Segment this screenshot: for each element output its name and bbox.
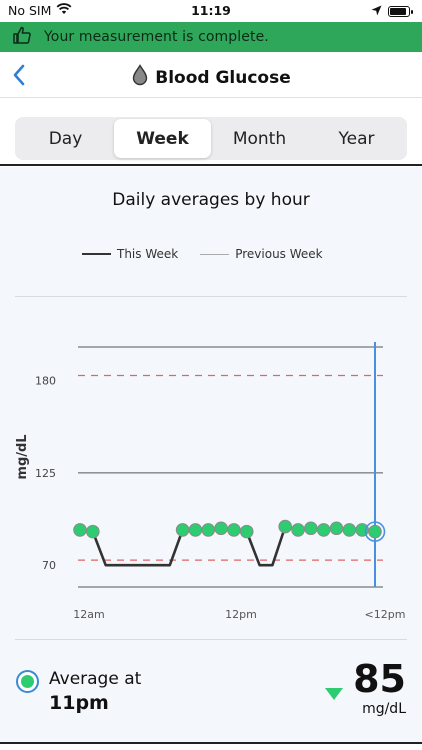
data-point: [227, 523, 241, 537]
legend-line-previous-week: [200, 253, 230, 255]
data-point: [291, 523, 305, 537]
chart-bottom-divider: [15, 639, 407, 640]
data-point: [368, 524, 382, 539]
chart-legend: This Week Previous Week: [82, 247, 323, 261]
carrier-label: No SIM: [8, 3, 52, 18]
banner-message: Your measurement is complete.: [44, 29, 269, 45]
measurement-complete-banner: Your measurement is complete.: [0, 22, 422, 52]
location-icon: [371, 4, 382, 19]
status-bar: No SIM 11:19: [0, 0, 422, 22]
selected-point-marker[interactable]: [16, 670, 39, 693]
average-time: 11pm: [49, 692, 109, 714]
selected-point-ring: [364, 521, 386, 542]
average-label-group: Average at 11pm: [49, 667, 141, 715]
x-tick-label: 12am: [73, 608, 104, 621]
segment-year[interactable]: Year: [338, 128, 375, 149]
average-unit: mg/dL: [362, 701, 406, 717]
chart-card: Daily averages by hour This Week Previou…: [0, 167, 422, 742]
bottom-divider: [0, 742, 422, 750]
status-right: [371, 4, 413, 19]
page-title-text: Blood Glucose: [155, 67, 291, 88]
average-value: 85: [353, 657, 406, 701]
nav-header: Blood Glucose: [0, 52, 422, 98]
data-point: [175, 523, 190, 537]
segment-month[interactable]: Month: [232, 128, 287, 149]
data-point: [201, 523, 216, 537]
legend-label-previous-week: Previous Week: [235, 247, 323, 261]
battery-icon: [388, 6, 413, 17]
back-button[interactable]: [8, 61, 34, 89]
data-point: [214, 521, 228, 536]
x-tick-label: <12pm: [365, 608, 406, 621]
data-point: [342, 523, 357, 537]
data-point: [278, 519, 293, 534]
legend-previous-week: Previous Week: [200, 247, 323, 261]
data-point: [316, 523, 331, 537]
legend-line-this-week: [82, 253, 111, 255]
data-point: [329, 521, 344, 536]
data-point: [239, 524, 254, 539]
period-selector-container: Day Week Month Year: [0, 98, 422, 166]
wifi-icon: [56, 3, 72, 18]
series-line-this-week: [79, 525, 376, 567]
carrier-group: No SIM: [8, 3, 72, 18]
status-time: 11:19: [191, 3, 231, 18]
y-tick-label: 125: [35, 467, 56, 480]
glucose-chart[interactable]: 70 125 180 mg/dL 12am 12pm <12pm: [0, 342, 422, 632]
page-title: Blood Glucose: [0, 64, 422, 91]
data-point: [86, 524, 100, 539]
x-tick-label: 12pm: [225, 608, 257, 621]
y-tick-label: 70: [42, 559, 56, 572]
y-tick-label: 180: [35, 375, 56, 388]
trend-down-icon: [325, 688, 343, 700]
chart-title: Daily averages by hour: [112, 190, 310, 210]
segment-week[interactable]: Week: [114, 119, 211, 158]
average-label: Average at: [49, 669, 142, 689]
segment-day[interactable]: Day: [48, 128, 83, 149]
legend-this-week: This Week: [82, 247, 178, 261]
chart-top-divider: [15, 296, 407, 297]
thumbs-up-icon: [12, 25, 32, 49]
average-row: Average at 11pm 85 mg/dL: [0, 639, 422, 742]
legend-label-this-week: This Week: [117, 247, 179, 261]
chevron-left-icon: [8, 64, 34, 93]
data-point: [304, 521, 318, 536]
y-axis-label: mg/dL: [15, 434, 30, 479]
blood-drop-icon: [131, 64, 149, 91]
period-selector: Day Week Month Year: [15, 117, 407, 160]
data-point: [73, 523, 87, 537]
data-point: [188, 523, 203, 537]
